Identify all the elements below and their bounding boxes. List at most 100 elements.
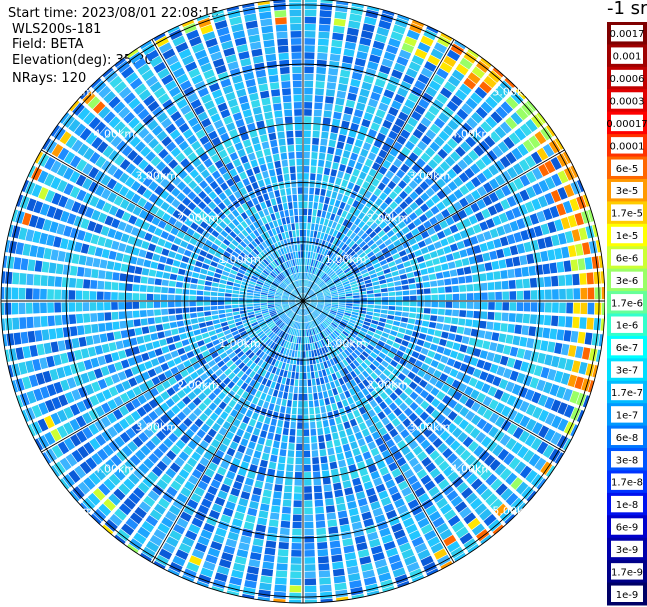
ray-gate-cell <box>166 171 177 181</box>
ray-gate-cell <box>344 288 352 292</box>
ray-gate-cell <box>507 409 518 421</box>
ray-gate-cell <box>441 418 452 429</box>
ray-gate-cell <box>306 280 309 287</box>
ray-gate-cell <box>310 303 317 306</box>
ray-gate-cell <box>311 443 318 450</box>
ray-gate-cell <box>145 540 160 553</box>
ray-gate-cell <box>303 187 309 194</box>
ray-gate-cell <box>312 385 317 393</box>
ray-gate-cell <box>47 302 54 313</box>
ray-gate-cell <box>417 301 424 307</box>
ray-gate-cell <box>327 269 333 276</box>
ray-gate-cell <box>445 376 455 386</box>
ray-gate-cell <box>318 239 323 247</box>
ray-gate-cell <box>557 357 567 370</box>
ray-gate-cell <box>114 508 127 521</box>
ray-gate-cell <box>280 272 286 279</box>
ray-gate-cell <box>175 42 189 53</box>
ray-gate-cell <box>336 0 349 6</box>
ray-gate-cell <box>495 302 502 311</box>
ray-gate-cell <box>304 571 316 579</box>
ray-gate-cell <box>338 261 346 268</box>
ray-gate-cell <box>461 487 474 499</box>
ray-gate-cell <box>141 240 150 250</box>
ray-gate-cell <box>212 534 225 544</box>
ray-gate-cell <box>371 258 379 265</box>
ray-gate-cell <box>199 221 209 230</box>
ray-gate-cell <box>228 222 236 230</box>
ray-gate-cell <box>346 365 353 373</box>
ray-gate-cell <box>293 281 297 288</box>
ray-gate-cell <box>154 418 165 429</box>
ray-gate-cell <box>470 92 483 105</box>
ray-gate-cell <box>53 381 64 394</box>
ray-gate-cell <box>165 398 175 408</box>
ray-gate-cell <box>262 269 270 276</box>
ray-gate-cell <box>148 453 159 464</box>
ray-gate-cell <box>493 238 502 249</box>
ray-gate-cell <box>232 375 240 384</box>
ray-gate-cell <box>80 372 90 384</box>
ray-gate-cell <box>116 60 130 73</box>
ray-gate-cell <box>305 315 308 323</box>
ray-gate-cell <box>490 90 503 104</box>
ray-gate-cell <box>147 224 157 234</box>
ray-gate-cell <box>211 229 220 238</box>
ray-gate-cell <box>221 40 234 50</box>
ray-gate-cell <box>352 477 362 487</box>
ray-gate-cell <box>268 264 274 271</box>
ray-gate-cell <box>382 585 395 593</box>
ray-gate-cell <box>525 186 537 199</box>
ray-gate-cell <box>94 345 104 355</box>
ray-gate-cell <box>275 292 283 296</box>
ray-gate-cell <box>203 337 212 344</box>
ray-gate-cell <box>104 70 118 83</box>
ray-gate-cell <box>465 492 478 505</box>
ray-gate-cell <box>294 471 302 479</box>
ray-gate-cell <box>304 87 313 95</box>
ray-gate-cell <box>310 301 318 304</box>
ray-gate-cell <box>174 341 183 349</box>
ray-gate-cell <box>280 405 286 414</box>
ray-gate-cell <box>361 118 371 128</box>
ray-gate-cell <box>317 166 324 174</box>
ray-gate-cell <box>143 164 154 175</box>
ray-gate-cell <box>237 125 247 135</box>
ray-gate-cell <box>197 535 210 546</box>
ray-gate-cell <box>315 288 321 293</box>
ray-gate-cell <box>465 136 477 148</box>
ray-gate-cell <box>318 247 324 254</box>
ray-gate-cell <box>587 380 595 393</box>
ray-gate-cell <box>318 435 325 443</box>
ray-gate-cell <box>257 179 265 188</box>
ray-gate-cell <box>185 61 198 72</box>
ray-gate-cell <box>165 54 179 66</box>
ray-gate-cell <box>283 279 289 286</box>
ray-gate-cell <box>196 14 209 22</box>
ray-gate-cell <box>142 402 153 413</box>
ray-gate-cell <box>255 283 263 288</box>
ray-gate-cell <box>488 164 499 176</box>
ray-gate-cell <box>466 473 478 485</box>
ray-gate-cell <box>364 318 372 323</box>
ray-gate-cell <box>587 302 595 315</box>
ray-gate-cell <box>544 412 556 426</box>
ray-gate-cell <box>301 308 303 316</box>
ray-gate-cell <box>255 314 263 319</box>
ray-gate-cell <box>453 201 463 211</box>
ray-gate-cell <box>241 64 253 74</box>
ray-gate-cell <box>572 273 580 286</box>
ray-gate-cell <box>441 331 449 339</box>
ray-gate-cell <box>211 287 219 292</box>
ray-gate-cell <box>374 514 386 524</box>
ray-gate-cell <box>134 327 143 336</box>
ray-gate-cell <box>594 287 602 300</box>
ray-gate-cell <box>380 309 388 314</box>
ray-gate-cell <box>355 178 364 187</box>
ray-gate-cell <box>316 291 323 295</box>
ray-gate-cell <box>434 166 445 177</box>
ray-gate-cell <box>381 534 394 544</box>
ray-gate-cell <box>102 389 112 400</box>
ray-gate-cell <box>437 308 445 315</box>
ray-gate-cell <box>324 491 333 499</box>
